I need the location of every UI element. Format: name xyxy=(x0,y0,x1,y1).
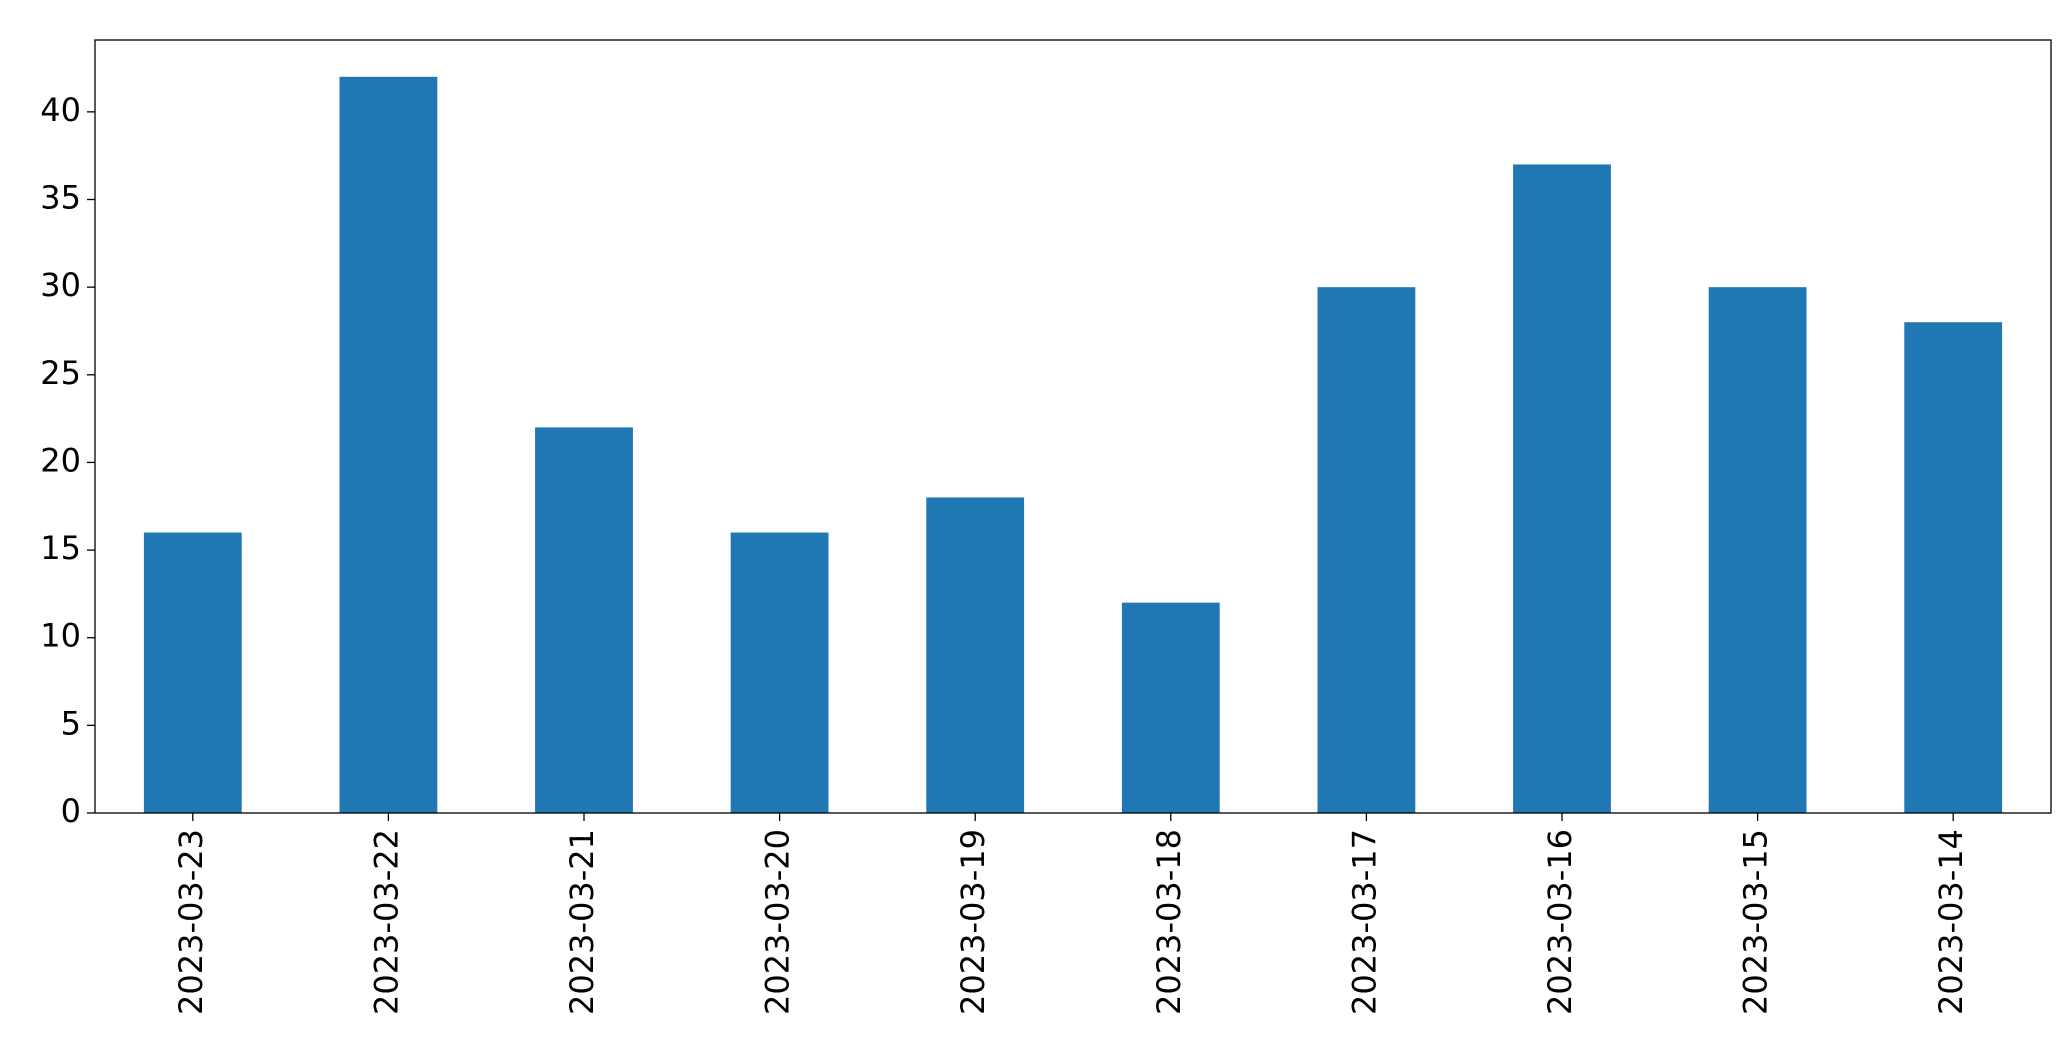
x-tick-label: 2023-03-19 xyxy=(954,829,992,1015)
y-tick-label: 0 xyxy=(61,792,81,830)
bar xyxy=(1513,164,1611,814)
bar xyxy=(926,497,1025,813)
y-tick-label: 30 xyxy=(40,266,81,304)
plot-frame xyxy=(94,39,2052,814)
bar xyxy=(143,532,242,813)
x-tick-label: 2023-03-17 xyxy=(1345,829,1383,1015)
y-tick-label: 20 xyxy=(40,441,81,479)
bar xyxy=(1121,602,1220,813)
y-tick-label: 25 xyxy=(40,354,81,392)
x-tick-label: 2023-03-23 xyxy=(172,829,210,1015)
x-tick-label: 2023-03-14 xyxy=(1932,829,1970,1015)
bar xyxy=(1708,287,1807,813)
x-tick-label: 2023-03-15 xyxy=(1737,829,1775,1015)
x-tick-label: 2023-03-20 xyxy=(759,829,797,1015)
y-tick-label: 15 xyxy=(40,529,81,567)
bar xyxy=(1317,287,1416,813)
x-tick-label: 2023-03-18 xyxy=(1150,829,1188,1015)
x-tick-label: 2023-03-16 xyxy=(1541,829,1579,1015)
x-tick-label: 2023-03-22 xyxy=(367,829,405,1015)
bar xyxy=(1904,322,2003,813)
bar xyxy=(339,76,438,814)
y-tick-label: 5 xyxy=(61,704,81,742)
y-tick-label: 35 xyxy=(40,179,81,217)
y-tick-label: 10 xyxy=(40,617,81,655)
bar xyxy=(535,427,633,813)
y-tick-label: 40 xyxy=(40,91,81,129)
x-tick-label: 2023-03-21 xyxy=(563,829,601,1015)
bar xyxy=(730,532,829,813)
